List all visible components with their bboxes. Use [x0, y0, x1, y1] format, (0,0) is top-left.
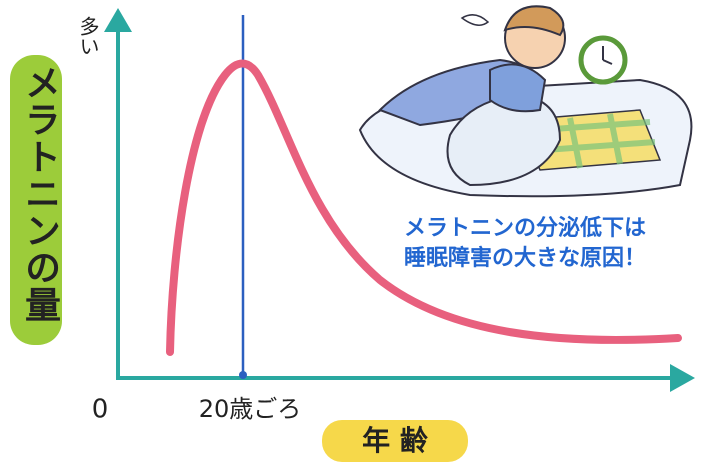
sleeper-illustration	[358, 5, 693, 198]
callout-line: メラトニンの分泌低下は	[404, 215, 646, 241]
x-axis-label: 年 齢	[362, 424, 428, 457]
x-peak-label: 20歳ごろ	[199, 395, 302, 423]
x-arrow	[670, 364, 695, 392]
y-label-bg	[10, 55, 62, 345]
x-origin-label: 0	[92, 395, 109, 425]
y-top-label: 多い	[76, 16, 100, 56]
x-label-bg	[322, 420, 468, 462]
y-arrow	[104, 8, 132, 32]
melatonin-curve	[166, 59, 682, 356]
peak-dot	[239, 371, 247, 379]
callout: メラトニンの分泌低下は 睡眠障害の大きな原因！	[402, 213, 648, 273]
y-axis-label: メラトニンの量	[19, 64, 60, 323]
callout-line: 睡眠障害の大きな原因！	[404, 245, 646, 271]
